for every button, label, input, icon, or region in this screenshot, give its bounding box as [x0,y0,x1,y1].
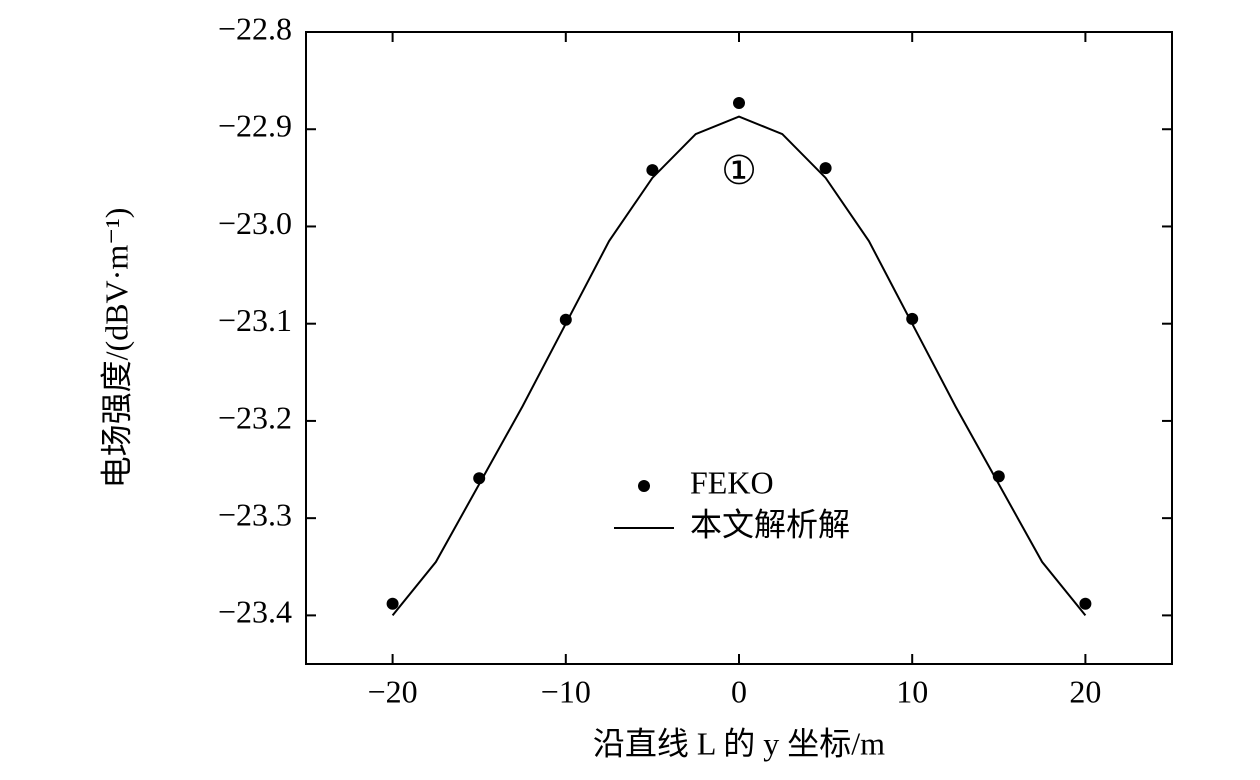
y-tick-label: −23.1 [218,302,292,338]
x-tick-label: 20 [1069,673,1101,709]
data-point [473,472,486,485]
data-point [646,164,659,177]
plot-frame [305,31,1173,665]
y-tick-label: −23.0 [218,205,292,241]
legend-label: FEKO [690,464,774,500]
data-point [386,597,399,610]
y-tick-label: −23.4 [218,594,292,630]
data-point [733,96,745,109]
x-axis-label: 沿直线 L 的 y 坐标/m [593,725,885,761]
data-line [391,115,1087,617]
x-tick-label: −20 [368,673,418,709]
annotation: ① [721,148,757,193]
data-point [1079,597,1092,610]
x-tick-label: −10 [541,673,591,709]
y-tick-label: −22.8 [218,10,292,46]
y-tick-label: −23.2 [218,399,292,435]
x-tick-label: 10 [896,673,928,709]
data-point [819,162,832,175]
legend-marker [638,480,650,492]
y-axis-label: 电场强度/(dBV·m⁻¹) [98,208,134,489]
y-tick-label: −22.9 [218,108,292,144]
legend-label: 本文解析解 [690,506,850,542]
y-tick-label: −23.3 [218,496,292,532]
x-tick-label: 0 [731,673,747,709]
